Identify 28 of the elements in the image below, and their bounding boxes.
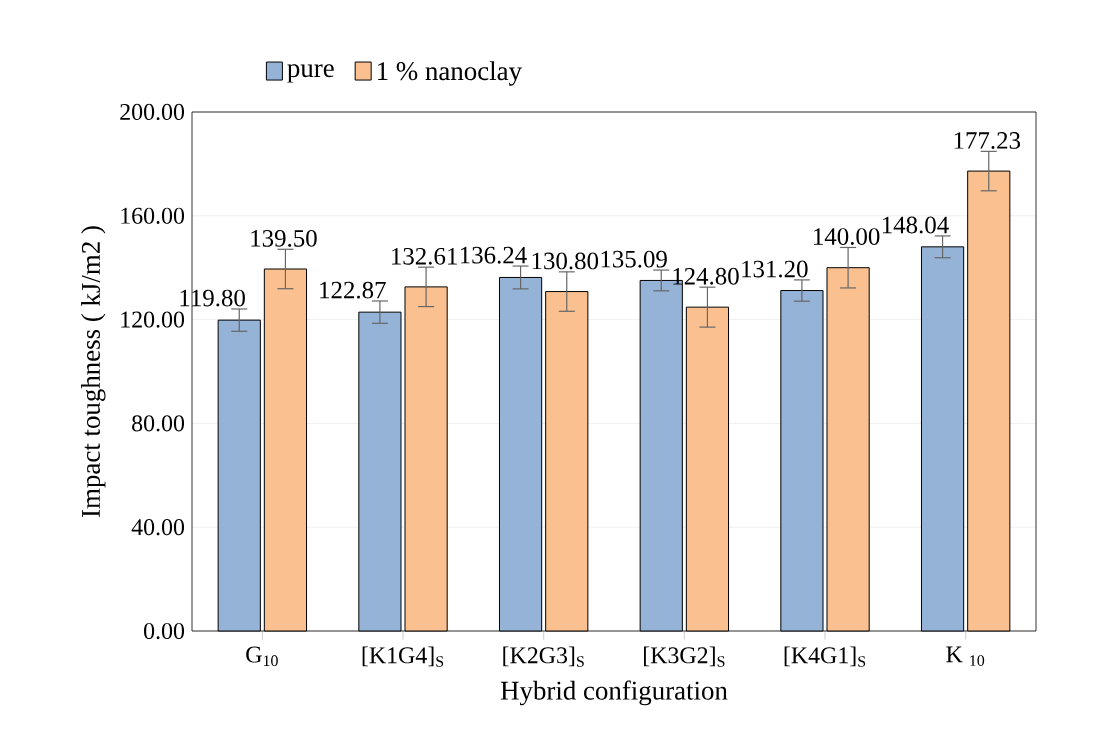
data-label: 148.04: [882, 216, 949, 234]
data-label: 139.50: [251, 229, 317, 247]
data-label: 136.24: [460, 246, 527, 264]
data-label: 130.80: [532, 252, 599, 270]
y-axis-title: Impact toughness ( kJ/m2 ): [81, 226, 106, 517]
y-tick-label: 0.00: [144, 622, 185, 640]
data-label: 135.09: [601, 250, 667, 268]
data-label: 122.87: [320, 281, 386, 299]
legend-label: pure: [287, 64, 334, 83]
y-tick-label: 40.00: [131, 519, 185, 536]
data-label: 177.23: [954, 132, 1021, 149]
x-tick-label: [K1G4]$_{S}$: [362, 646, 444, 667]
x-tick-label: [K4G1]$_{S}$: [784, 646, 866, 667]
y-tick-label: 120.00: [121, 311, 185, 328]
data-label: 124.80: [673, 267, 739, 285]
legend-label: 1 % nanoclay: [378, 61, 522, 86]
x-tick-label: G$_{10}$: [246, 646, 278, 667]
data-label: 132.61: [392, 247, 457, 265]
data-label: 131.20: [742, 260, 808, 278]
x-axis-title: Hybrid configuration: [500, 680, 728, 706]
x-tick-label: K $_{10}$: [946, 646, 985, 666]
data-label: 140.00: [814, 228, 880, 246]
data-label: 119.80: [180, 289, 245, 307]
y-tick-label: 160.00: [121, 207, 185, 224]
y-tick-label: 200.00: [120, 103, 185, 121]
x-tick-label: [K2G3]$_{S}$: [503, 646, 584, 667]
y-tick-label: 80.00: [132, 415, 185, 432]
x-tick-label: [K3G2]$_{S}$: [644, 646, 725, 667]
